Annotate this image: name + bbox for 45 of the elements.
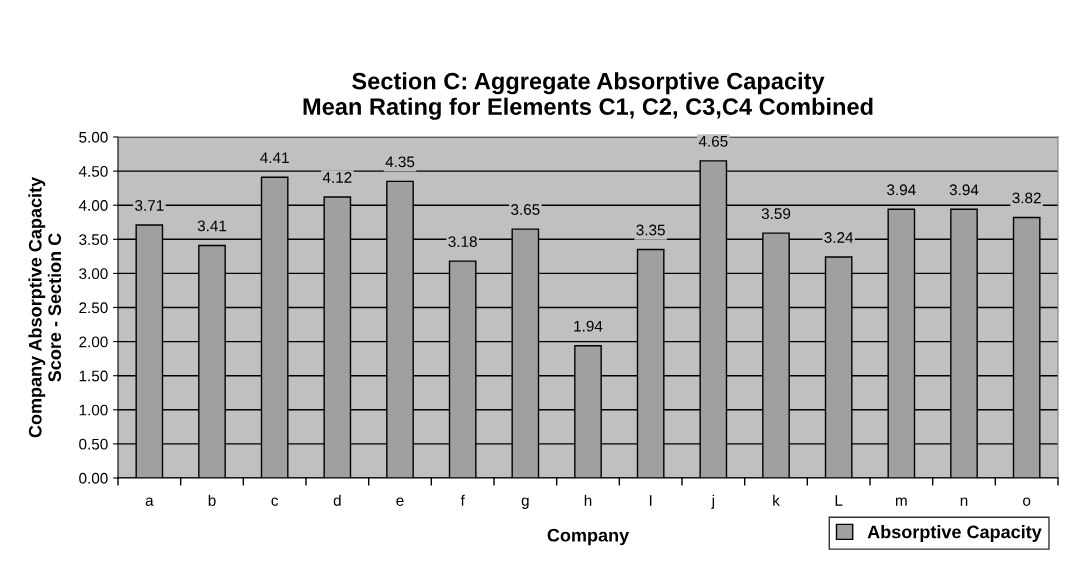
x-tick-label: o [1023,497,1031,506]
x-tick-label: m [895,497,907,506]
y-tick-label: 4.00 [78,200,108,211]
data-label: 1.94 [574,320,603,332]
x-tick-label: L [835,495,843,506]
data-label: 3.94 [887,184,916,196]
data-label: 4.65 [698,135,728,147]
data-label: 4.12 [322,172,352,183]
data-label: 4.41 [260,152,289,163]
y-tick-label: 3.50 [79,234,108,245]
data-label: 4.35 [385,156,415,168]
data-label: 3.94 [949,184,979,196]
x-tick-label: c [271,497,279,506]
x-tick-label: j [711,494,714,509]
data-label: 3.35 [636,224,665,236]
chart-title: Section C: Aggregate Absorptive Capacity Mean Rating for Elements C1, C2, C3,C4 Combined [303,72,873,120]
x-axis-title: Company [547,528,630,546]
data-label: 3.82 [1012,192,1041,204]
data-label: 3.59 [761,208,791,220]
legend-label: Absorptive Capacity [867,525,1042,542]
x-tick-label: d [333,494,341,506]
x-tick-label: h [584,494,592,506]
y-tick-label: 1.00 [79,404,108,416]
x-tick-label: f [460,494,465,506]
x-tick-label: b [208,494,216,506]
y-tick-label: 3.00 [79,268,108,280]
x-tick-label: g [521,497,529,509]
data-label: 3.65 [511,204,540,215]
x-tick-label: e [396,497,404,506]
y-tick-label: 5.00 [79,131,108,143]
y-tick-label: 0.00 [79,472,108,484]
data-label: 3.24 [824,232,854,243]
x-tick-label: n [960,497,968,506]
y-tick-label: 1.50 [79,370,108,382]
y-tick-label: 4.50 [78,165,108,177]
y-tick-label: 2.50 [79,302,108,314]
data-label: 3.18 [448,236,477,247]
x-tick-label: a [145,497,154,506]
y-axis-title: Company Absorptive Capacity Score - Section C [28,176,62,438]
x-tick-label: I [649,495,652,506]
x-tick-label: k [773,494,780,506]
y-tick-label: 2.00 [79,336,108,348]
data-label: 3.41 [197,220,227,232]
data-label: 3.71 [135,200,164,211]
y-tick-label: 0.50 [79,438,108,450]
